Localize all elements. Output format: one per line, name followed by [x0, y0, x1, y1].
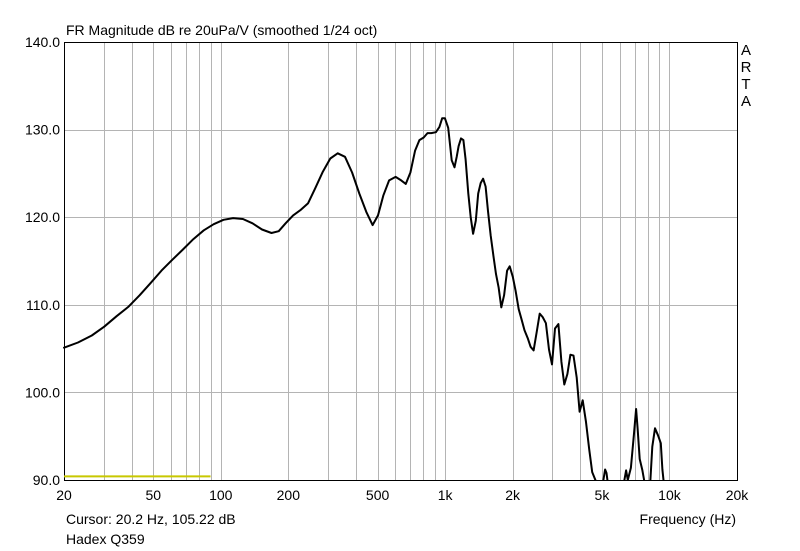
x-tick-label: 10k [658, 487, 682, 503]
response-curve [623, 408, 646, 481]
y-tick-label: 120.0 [25, 209, 60, 225]
brand-letter: T [741, 76, 751, 93]
brand-letter: A [740, 42, 751, 59]
x-tick-label: 500 [366, 487, 390, 503]
cursor-readout: Cursor: 20.2 Hz, 105.22 dB [66, 511, 236, 527]
x-tick-label: 100 [209, 487, 233, 503]
x-tick-label: 5k [595, 487, 611, 503]
grid-lines [64, 42, 737, 480]
arta-brand-label: A R T A [740, 42, 752, 110]
brand-letter: R [740, 59, 752, 76]
x-tick-label: 1k [438, 487, 454, 503]
plot-frame [64, 42, 738, 481]
x-tick-label: 20 [56, 487, 72, 503]
y-tick-label: 100.0 [25, 384, 60, 400]
x-tick-label: 2k [505, 487, 521, 503]
axis-tick-labels: 20 50 100 200 500 1k 2k 5k 10k 20k 90.0 100.0 110.0 1… [25, 34, 749, 503]
response-curve [602, 468, 609, 481]
brand-letter: A [740, 93, 751, 110]
x-axis-label: Frequency (Hz) [639, 511, 736, 527]
chart-title: FR Magnitude dB re 20uPa/V (smoothed 1/2… [66, 22, 378, 38]
y-tick-label: 90.0 [33, 472, 60, 488]
x-tick-label: 50 [145, 487, 161, 503]
response-curve [649, 427, 665, 481]
response-curve [63, 117, 597, 481]
device-name: Hadex Q359 [66, 531, 145, 547]
x-tick-label: 200 [277, 487, 301, 503]
x-tick-label: 20k [726, 487, 750, 503]
y-tick-label: 130.0 [25, 122, 60, 138]
y-tick-label: 140.0 [25, 34, 60, 50]
y-tick-label: 110.0 [26, 297, 60, 313]
response-curves [63, 117, 665, 481]
